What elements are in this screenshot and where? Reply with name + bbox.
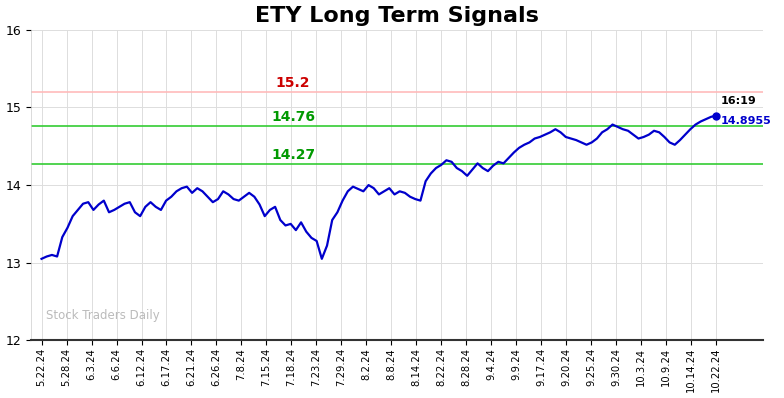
- Text: 15.2: 15.2: [276, 76, 310, 90]
- Text: 14.27: 14.27: [271, 148, 315, 162]
- Text: 16:19: 16:19: [720, 96, 757, 106]
- Text: 14.76: 14.76: [271, 110, 315, 124]
- Title: ETY Long Term Signals: ETY Long Term Signals: [255, 6, 539, 25]
- Text: 14.8955: 14.8955: [720, 116, 771, 127]
- Text: Stock Traders Daily: Stock Traders Daily: [45, 309, 159, 322]
